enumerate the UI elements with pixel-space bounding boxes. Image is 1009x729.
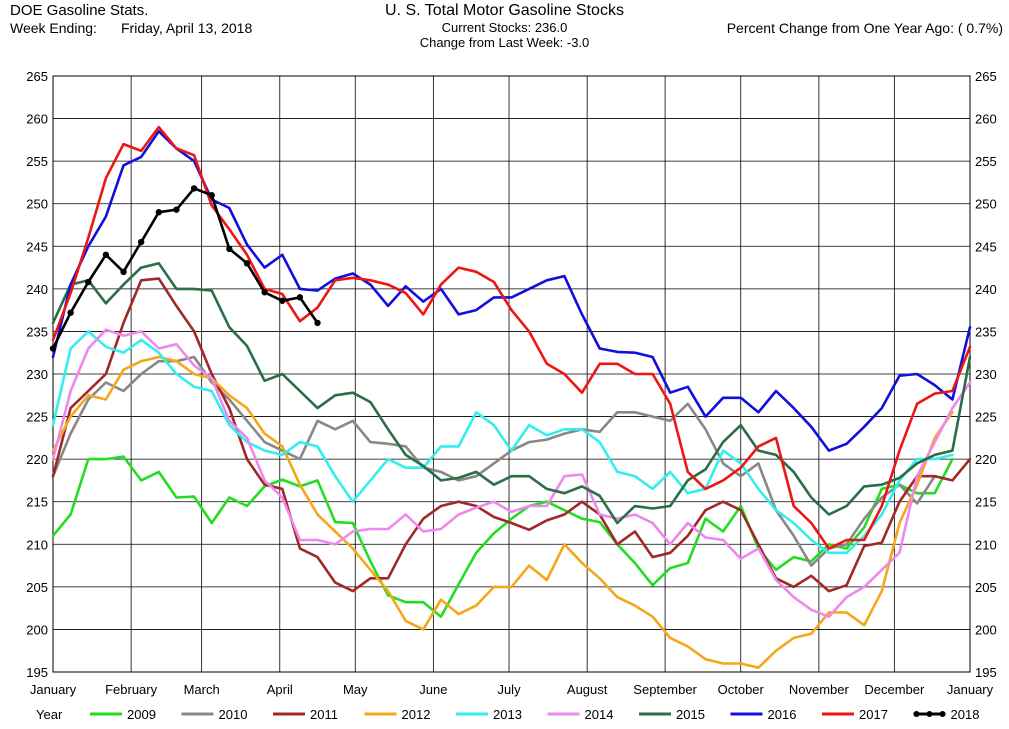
y-tick-label-right: 235 [975, 324, 997, 339]
series-line-2017 [51, 125, 972, 550]
y-tick-label-left: 205 [26, 580, 48, 595]
y-tick-label-left: 220 [26, 452, 48, 467]
data-point-2018 [173, 206, 180, 213]
y-tick-label-left: 260 [26, 112, 48, 127]
data-point-2018 [226, 245, 233, 253]
legend-label-2018: 2018 [951, 707, 980, 722]
y-tick-label-left: 215 [26, 495, 48, 510]
x-tick-label: January [947, 682, 994, 697]
data-point-2018 [261, 289, 268, 296]
data-point-2018 [67, 309, 74, 316]
y-tick-label-right: 265 [975, 69, 997, 84]
data-point-2018 [155, 209, 163, 216]
legend-marker [913, 711, 920, 717]
chart-title: U. S. Total Motor Gasoline Stocks [385, 2, 624, 19]
data-point-2018 [137, 238, 145, 246]
data-point-2018 [49, 345, 57, 352]
legend-title: Year [36, 707, 63, 722]
x-tick-label: June [419, 682, 447, 697]
y-tick-label-right: 205 [975, 580, 997, 595]
legend-label-2011: 2011 [310, 707, 338, 722]
y-tick-label-left: 210 [26, 537, 48, 552]
data-point-2018 [243, 260, 251, 267]
series-line-2009 [51, 455, 954, 619]
legend-label-2017: 2017 [859, 707, 888, 722]
week-ending-date: Friday, April 13, 2018 [121, 20, 253, 36]
x-tick-label: July [497, 682, 521, 697]
y-tick-label-left: 235 [26, 324, 48, 339]
y-tick-label-right: 255 [975, 154, 997, 169]
weekly-change: Change from Last Week: -3.0 [419, 35, 590, 50]
y-tick-label-left: 265 [26, 69, 48, 84]
x-tick-label: January [30, 682, 77, 697]
y-tick-label-left: 195 [26, 665, 48, 680]
y-tick-label-left: 225 [26, 410, 48, 425]
y-tick-label-right: 210 [975, 537, 997, 552]
y-tick-label-left: 255 [26, 154, 48, 169]
x-axis: January February March April May June July Augu… [30, 682, 994, 697]
legend-label-2014: 2014 [585, 707, 614, 722]
left-title: DOE Gasoline Stats. [10, 2, 149, 19]
x-tick-label: February [105, 682, 158, 697]
legend-label-2013: 2013 [493, 707, 522, 722]
data-point-2018 [314, 319, 321, 327]
x-tick-label: April [267, 682, 293, 697]
legend-label-2010: 2010 [219, 707, 248, 722]
x-tick-label: May [343, 682, 368, 697]
y-tick-label-right: 240 [975, 282, 997, 297]
y-tick-label-right: 230 [975, 367, 997, 382]
y-tick-label-left: 245 [26, 239, 48, 254]
y-tick-label-left: 250 [26, 197, 48, 212]
y-tick-label-right: 250 [975, 197, 997, 212]
series-line-2014 [51, 328, 972, 619]
legend-label-2016: 2016 [768, 707, 797, 722]
series-line-2012 [51, 355, 954, 670]
y-axis-right: 195 200 205 210 215 220 225 230 235 240 245 250 255 2… [975, 69, 997, 680]
data-point-2018 [102, 251, 110, 258]
y-tick-label-right: 245 [975, 239, 997, 254]
x-tick-label: August [567, 682, 608, 697]
y-tick-label-left: 240 [26, 282, 48, 297]
series-line-2010 [51, 355, 937, 567]
data-point-2018 [190, 185, 198, 192]
legend: Year 2009 2010 2011 2012 2013 2014 2015 2016 2017… [36, 707, 979, 722]
y-axis-left: 195 200 205 210 215 220 225 230 235 240 245 250 255 2… [26, 69, 48, 680]
series-line-2015 [51, 261, 972, 525]
gridlines [52, 75, 971, 673]
yoy-change: Percent Change from One Year Ago: ( 0.7%… [726, 20, 1003, 36]
legend-label-2015: 2015 [676, 707, 705, 722]
data-point-2018 [208, 192, 215, 199]
y-tick-label-right: 225 [975, 410, 997, 425]
data-point-2018 [120, 268, 127, 276]
y-tick-label-right: 260 [975, 112, 997, 127]
y-tick-label-right: 195 [975, 665, 997, 680]
series-line-2013 [51, 330, 954, 555]
legend-marker [926, 711, 933, 717]
y-tick-label-left: 230 [26, 367, 48, 382]
series-layer [49, 125, 972, 670]
series-line-2016 [51, 130, 972, 452]
current-stocks: Current Stocks: 236.0 [441, 20, 568, 35]
x-tick-label: November [789, 682, 850, 697]
series-line-2018 [51, 187, 319, 350]
series-line-2011 [51, 277, 972, 593]
x-tick-label: December [864, 682, 925, 697]
data-point-2018 [279, 297, 286, 304]
week-ending-label: Week Ending: [10, 20, 97, 36]
x-tick-label: October [718, 682, 765, 697]
x-tick-label: March [184, 682, 220, 697]
legend-label-2009: 2009 [127, 707, 156, 722]
legend-marker [939, 711, 946, 717]
data-point-2018 [296, 294, 304, 301]
y-tick-label-left: 200 [26, 622, 48, 637]
y-tick-label-right: 220 [975, 452, 997, 467]
data-point-2018 [85, 278, 92, 286]
y-tick-label-right: 215 [975, 495, 997, 510]
y-tick-label-right: 200 [975, 622, 997, 637]
x-tick-label: September [633, 682, 697, 697]
legend-label-2012: 2012 [402, 707, 431, 722]
